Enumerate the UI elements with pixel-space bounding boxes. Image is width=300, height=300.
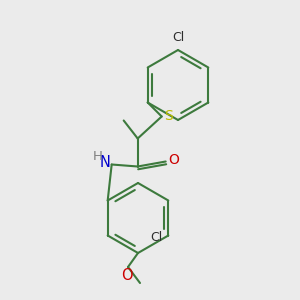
Text: Cl: Cl	[172, 31, 184, 44]
Text: H: H	[93, 150, 103, 163]
Text: N: N	[100, 155, 111, 170]
Text: S: S	[164, 110, 172, 124]
Text: Cl: Cl	[150, 231, 162, 244]
Text: O: O	[121, 268, 133, 283]
Text: O: O	[169, 154, 180, 167]
